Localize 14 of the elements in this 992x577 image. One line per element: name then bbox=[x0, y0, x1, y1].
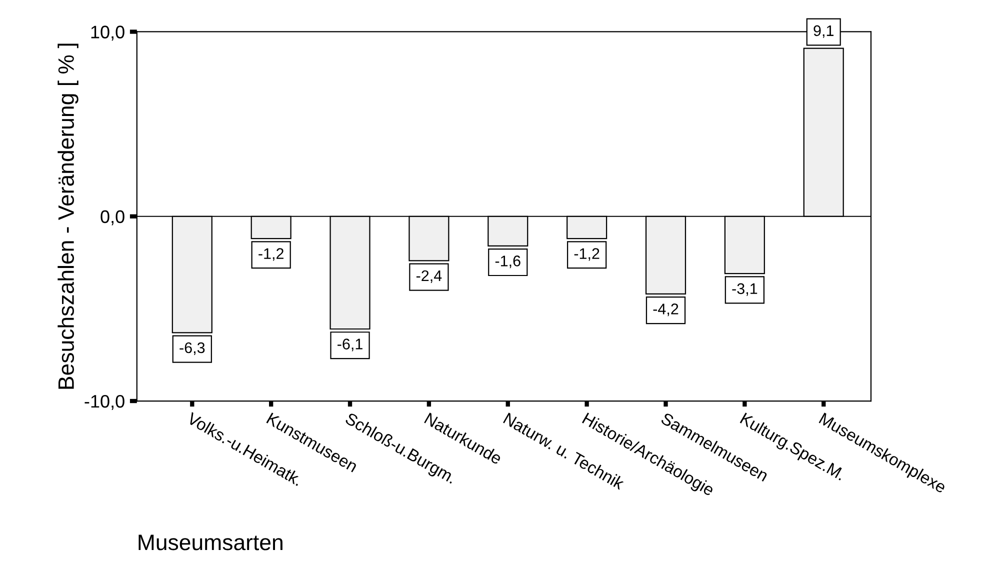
data-label: -1,2 bbox=[574, 248, 600, 261]
y-tick-label: 10,0 bbox=[91, 26, 124, 41]
y-tick-label: 0,0 bbox=[100, 210, 124, 226]
x-axis-title: Museumsarten bbox=[138, 534, 282, 550]
data-label: -6,3 bbox=[180, 342, 205, 355]
y-tick-label: -10,0 bbox=[84, 394, 124, 410]
data-label: -1,2 bbox=[258, 248, 284, 261]
data-label: 9,1 bbox=[814, 25, 834, 38]
data-label: -1,6 bbox=[495, 256, 520, 268]
y-axis-title: Besuchszahlen - Veränderung [ % ] bbox=[58, 44, 78, 389]
data-label: -2,4 bbox=[416, 270, 442, 283]
data-label: -6,1 bbox=[338, 338, 362, 352]
data-label: -4,2 bbox=[653, 304, 678, 316]
data-label: -3,1 bbox=[732, 283, 758, 296]
